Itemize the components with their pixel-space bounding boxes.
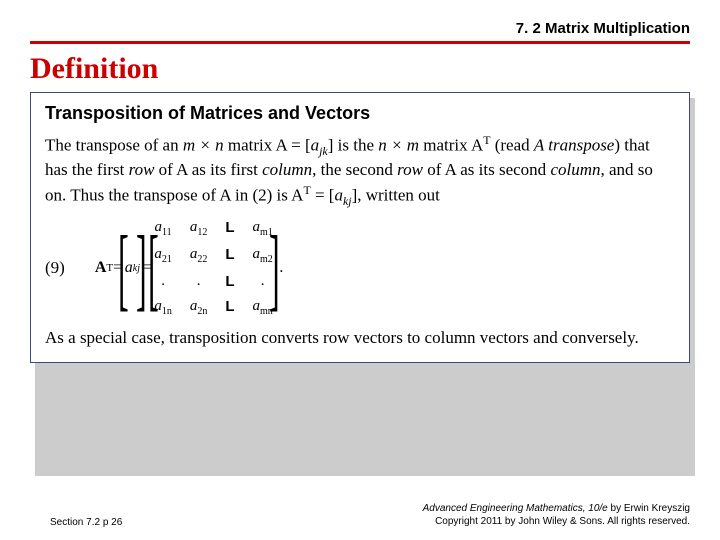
text: ], written out <box>352 186 440 205</box>
period: . <box>279 259 283 277</box>
definition-paragraph-1: The transpose of an m × n matrix A = [aj… <box>45 132 675 209</box>
T: T <box>106 262 113 274</box>
definition-box: Transposition of Matrices and Vectors Th… <box>30 92 690 363</box>
lbracket-icon: [ <box>118 234 129 303</box>
T: T <box>303 183 310 197</box>
text: (read <box>490 136 533 155</box>
text: The transpose of an <box>45 136 183 155</box>
rbracket2-icon: ] <box>269 234 280 303</box>
text: of A as its second <box>423 160 551 179</box>
text: matrix A = [ <box>224 136 311 155</box>
footer: Section 7.2 p 26 Advanced Engineering Ma… <box>50 502 690 528</box>
definition-heading: Definition <box>30 52 158 86</box>
nm: n × m <box>378 136 419 155</box>
row: row <box>129 160 155 179</box>
equation-number: (9) <box>45 258 65 278</box>
footer-line1: Advanced Engineering Mathematics, 10/e b… <box>423 502 690 515</box>
cell: a22 <box>190 246 208 265</box>
matrix-equation: AT = [ akj ] = [ a11 a12 L am1 a21 a22 L… <box>95 219 284 317</box>
text: matrix A <box>419 136 483 155</box>
cell: L <box>225 219 234 238</box>
definition-paragraph-2: As a special case, transposition convert… <box>45 327 675 350</box>
footer-right: Advanced Engineering Mathematics, 10/e b… <box>423 502 690 528</box>
row: row <box>397 160 423 179</box>
text: , the second <box>312 160 397 179</box>
A: A <box>95 259 107 277</box>
cell: L <box>225 246 234 265</box>
footer-line2: Copyright 2011 by John Wiley & Sons. All… <box>423 515 690 528</box>
definition-subtitle: Transposition of Matrices and Vectors <box>45 103 675 124</box>
col: column <box>550 160 600 179</box>
a: a <box>334 186 343 205</box>
cell: a12 <box>190 219 208 238</box>
text: = [ <box>311 186 335 205</box>
cell: L <box>225 273 234 290</box>
read: A transpose <box>534 136 614 155</box>
text: ] is the <box>328 136 379 155</box>
equation-row: (9) AT = [ akj ] = [ a11 a12 L am1 a21 a… <box>45 219 675 317</box>
cell: a2n <box>190 298 208 317</box>
text: of A as its first <box>154 160 262 179</box>
mn: m × n <box>183 136 224 155</box>
lbracket2-icon: [ <box>148 234 159 303</box>
rbracket-icon: ] <box>136 234 147 303</box>
book-title: Advanced Engineering Mathematics, 10/e <box>423 503 608 514</box>
kj: kj <box>343 194 352 208</box>
cell: L <box>225 298 234 317</box>
matrix-grid: a11 a12 L am1 a21 a22 L am2 . . L . a1n … <box>154 219 272 317</box>
footer-left: Section 7.2 p 26 <box>50 517 122 528</box>
jk: jk <box>319 144 328 158</box>
chapter-title: 7. 2 Matrix Multiplication <box>516 20 690 37</box>
cell: . <box>190 273 208 290</box>
chapter-header: 7. 2 Matrix Multiplication <box>30 20 690 44</box>
a: a <box>311 136 320 155</box>
author: by Erwin Kreyszig <box>608 503 690 514</box>
col: column <box>262 160 312 179</box>
